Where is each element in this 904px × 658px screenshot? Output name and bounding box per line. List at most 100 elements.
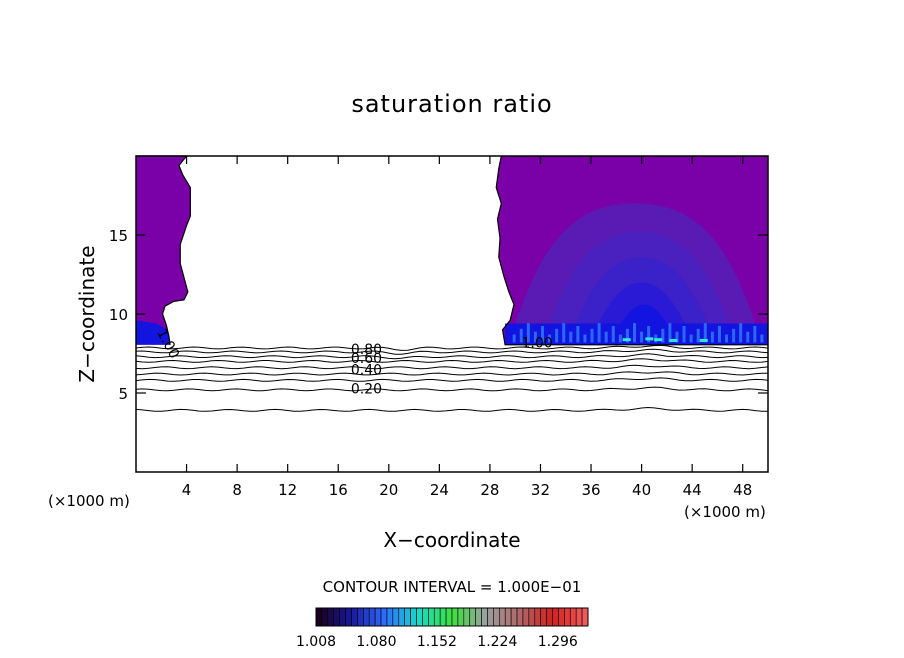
colorbar	[315, 607, 589, 627]
colorbar-cell	[368, 607, 376, 627]
colorbar-cell	[445, 607, 453, 627]
colorbar-cell	[398, 607, 405, 627]
cloud-base-streak	[548, 334, 552, 343]
colorbar-label: 1.080	[356, 634, 396, 650]
supersaturated-region-left-base	[136, 320, 171, 345]
colorbar-cell	[327, 607, 335, 627]
colorbar-cell	[493, 607, 500, 627]
cloud-base-streak	[725, 334, 729, 343]
colorbar-cell	[469, 607, 476, 627]
x-tick-label: 4	[182, 481, 192, 499]
colorbar-cell	[546, 607, 553, 627]
contour-line-0.2	[135, 386, 769, 392]
cloud-base-streak	[526, 323, 530, 343]
contour-line-1.00-left	[136, 155, 191, 345]
colorbar-cell	[528, 607, 536, 627]
x-tick-label: 20	[379, 481, 398, 499]
cloud-base-streak	[739, 323, 743, 343]
cloud-base-streak	[668, 323, 672, 343]
colorbar-cell	[569, 607, 577, 627]
cloud-base-highlight	[645, 337, 654, 341]
supersaturated-region-left	[136, 156, 191, 345]
colorbar-cell	[410, 607, 417, 627]
colorbar-cell	[552, 607, 559, 627]
cloud-base-streak	[618, 334, 622, 343]
colorbar-cell	[522, 607, 530, 627]
colorbar-cell	[481, 607, 488, 627]
cloud-base-streak	[661, 328, 665, 343]
colorbar-tick-labels: 1.008 1.080 1.152 1.224 1.296	[296, 634, 578, 650]
x-unit-left: (×1000 m)	[48, 492, 130, 510]
cloud-base-streak	[633, 323, 637, 343]
colorbar-cell	[534, 607, 541, 627]
contour-label-3: 0.20	[351, 381, 382, 397]
cloud-base-streak	[555, 328, 559, 343]
y-tick-label: 10	[109, 306, 128, 324]
colorbar-cell	[386, 607, 394, 627]
contour-line-1.00-right	[495, 155, 768, 346]
colorbar-label: 1.008	[296, 634, 336, 650]
colorbar-cell	[345, 607, 352, 627]
colorbar-cell	[487, 607, 494, 627]
cloud-base-streak	[710, 331, 714, 343]
colorbar-cell	[392, 607, 400, 627]
contour-line-0.6	[135, 358, 769, 363]
cloud-base-streak	[562, 323, 566, 343]
cloud-base-streak	[675, 331, 679, 343]
colorbar-cell	[363, 607, 370, 627]
cloud-base-streak	[640, 331, 644, 343]
cloud-base-streak	[732, 328, 736, 343]
contour-label-0: 0.80	[351, 342, 382, 358]
colorbar-cell	[540, 607, 547, 627]
cloud-base-streak	[519, 328, 523, 343]
cloud-base-streak	[611, 326, 615, 343]
x-tick-label: 16	[329, 481, 348, 499]
colorbar-cell	[339, 607, 346, 627]
x-tick-label: 48	[733, 481, 752, 499]
contour-lines	[135, 155, 769, 412]
colorbar-cell	[451, 607, 459, 627]
y-tick-label: 15	[109, 227, 128, 245]
x-unit-right: (×1000 m)	[684, 503, 766, 521]
colorbar-cell	[380, 607, 388, 627]
colorbar-cell	[463, 607, 471, 627]
contour-label-4: 1.00	[522, 335, 553, 351]
colorbar-cell	[564, 607, 571, 627]
cloud-base-streak	[760, 334, 764, 343]
x-axis-ticks: 4 8 12 16 20 24 28 32 36 40 44 48	[182, 156, 752, 499]
contour-line-0.3	[135, 377, 769, 382]
colorbar-cell	[439, 607, 447, 627]
colorbar-cell	[351, 607, 358, 627]
x-tick-label: 40	[632, 481, 651, 499]
y-tick-label: 5	[118, 385, 128, 403]
colorbar-label: 1.224	[477, 634, 517, 650]
cloud-base-streak	[597, 323, 601, 343]
colorbar-cell	[558, 607, 565, 627]
colorbar-cell	[516, 607, 524, 627]
colorbar-cell	[433, 607, 441, 627]
cloud-base-highlight	[622, 338, 631, 342]
colorbar-frame	[315, 607, 589, 627]
x-tick-label: 28	[480, 481, 499, 499]
x-tick-label: 8	[232, 481, 242, 499]
colorbar-cell	[422, 607, 429, 627]
x-tick-label: 24	[430, 481, 449, 499]
contour-line-0.1	[135, 406, 769, 412]
cloud-base-streak	[590, 328, 594, 343]
colorbar-cell	[457, 607, 465, 627]
colorbar-cell	[510, 607, 518, 627]
cloud-base-streak	[696, 328, 700, 343]
y-axis-label: Z−coordinate	[75, 245, 99, 382]
supersaturation-fill	[136, 156, 768, 345]
colorbar-label: 1.296	[538, 634, 578, 650]
contour-label-1: 0.60	[351, 351, 382, 367]
cloud-base-streak	[625, 328, 629, 343]
cloud-base-highlight	[699, 338, 708, 342]
contour-line-0.7	[135, 353, 769, 360]
contour-line-0.8	[135, 348, 769, 355]
x-axis-label: X−coordinate	[383, 528, 520, 552]
cloud-base-streak	[753, 326, 757, 343]
cloud-base-highlight	[654, 338, 663, 342]
